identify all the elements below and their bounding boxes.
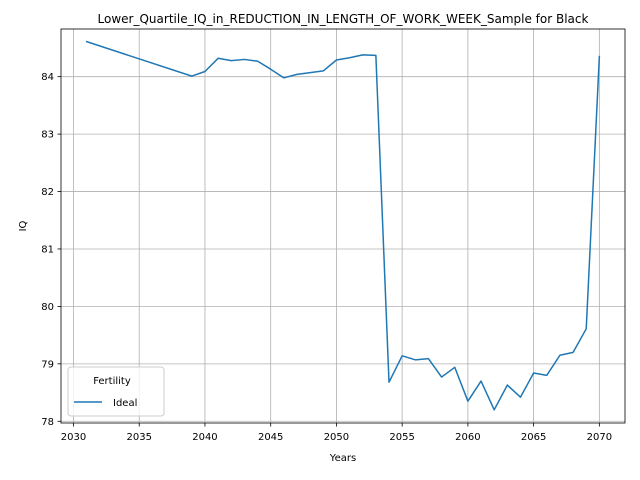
y-tick-label-80: 80 [41, 302, 54, 313]
y-tick-label-79: 79 [41, 359, 54, 370]
x-tick-label-2070: 2070 [587, 432, 612, 443]
x-tick-label-2030: 2030 [61, 432, 86, 443]
y-tick-label-82: 82 [41, 187, 54, 198]
x-tick-label-2055: 2055 [389, 432, 414, 443]
chart-title: Lower_Quartile_IQ_in_REDUCTION_IN_LENGTH… [98, 12, 589, 26]
gridlines [61, 29, 625, 423]
x-tick-label-2060: 2060 [455, 432, 480, 443]
x-axis-ticks: 2030 2035 2040 2045 2050 2055 2060 2065 2070 [61, 423, 612, 443]
x-tick-label-2045: 2045 [258, 432, 283, 443]
series-layer [85, 40, 601, 411]
y-tick-label-78: 78 [41, 417, 54, 428]
y-tick-label-84: 84 [41, 72, 54, 83]
x-tick-label-2065: 2065 [521, 432, 546, 443]
x-tick-label-2050: 2050 [324, 432, 349, 443]
legend-label-ideal: Ideal [113, 398, 137, 409]
series-line-ideal [85, 40, 601, 411]
x-tick-label-2040: 2040 [192, 432, 217, 443]
y-axis-ticks: 78 79 80 81 82 83 84 [41, 72, 61, 428]
x-axis-label: Years [329, 453, 356, 464]
plot-area-frame [60, 28, 626, 424]
legend-title: Fertility [93, 376, 131, 387]
legend-box [67, 366, 165, 417]
legend: Fertility Ideal [67, 366, 165, 417]
x-tick-label-2035: 2035 [126, 432, 151, 443]
y-tick-label-83: 83 [41, 130, 54, 141]
y-axis-label: IQ [18, 220, 29, 231]
y-tick-label-81: 81 [41, 244, 54, 255]
